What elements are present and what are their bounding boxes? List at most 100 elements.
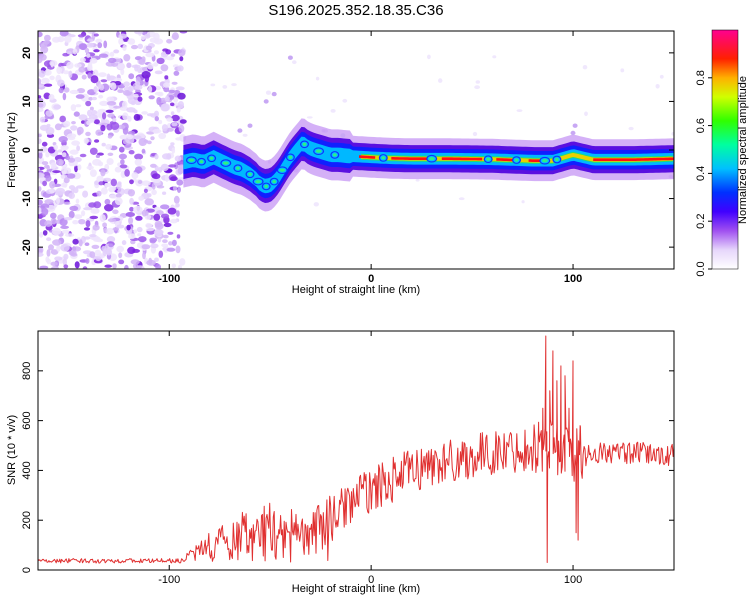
noise-blob [83,207,93,211]
noise-blob [175,203,180,208]
noise-blob [131,172,139,179]
noise-blob [162,234,169,239]
noise-blob [133,93,139,98]
noise-blob [127,246,136,254]
noise-blob [62,258,67,266]
top-x-tick-label: 0 [368,273,374,285]
noise-blob [67,136,76,141]
noise-blob [492,55,497,59]
noise-blob [108,186,116,193]
top-y-axis-label: Frequency (Hz) [6,112,18,188]
noise-blob [162,239,168,244]
noise-blob [68,70,73,79]
noise-blob [148,95,155,100]
colorbar: 0.0 0.2 0.4 0.6 0.8 Normalized spectral ampl… [695,29,749,277]
noise-blob [170,111,175,116]
noise-blob [113,105,121,109]
colorbar-tick-label: 0.0 [695,261,707,276]
noise-blob [129,179,134,185]
noise-blob [105,109,114,114]
noise-blob [156,97,162,105]
noise-blob [137,96,143,102]
noise-blob [78,43,88,50]
noise-blob [96,175,104,183]
noise-blob [38,138,42,144]
noise-blob [438,78,443,83]
noise-blob [91,244,100,249]
noise-blob [71,140,80,146]
noise-blob [167,231,174,235]
noise-blob [118,259,125,265]
noise-blob [582,65,588,70]
noise-blob [110,178,118,187]
noise-blob [157,237,162,243]
noise-blob [144,74,150,83]
noise-blob [61,170,67,175]
noise-blob [110,82,117,90]
noise-blob [86,165,94,170]
noise-blob [176,210,180,217]
noise-blob [85,131,91,137]
ridge-blob [264,184,269,188]
noise-blob [50,212,57,219]
noise-blob [154,91,162,96]
noise-blob [179,56,184,62]
snr-panel: -100 0 100 0 200 400 600 800 Height of straigh… [6,330,675,595]
noise-blob [313,202,319,207]
noise-blob [76,88,86,94]
noise-blob [83,236,91,240]
noise-blob [151,189,157,196]
faint-dot [237,128,243,133]
noise-blob [222,85,228,89]
noise-blob [118,33,128,39]
noise-blob [120,68,125,76]
noise-blob [63,217,73,221]
noise-blob [115,193,122,198]
noise-blob [178,264,182,269]
ridge-blob [279,168,286,172]
noise-blob [63,201,71,205]
ridge-blob [288,155,293,159]
noise-blob [152,129,162,134]
noise-blob [103,40,108,49]
noise-blob [73,111,80,117]
noise-blob [89,57,98,64]
noise-blob [166,39,173,44]
noise-blob [57,79,65,87]
noise-blob [153,50,159,55]
noise-blob [69,250,75,255]
noise-blob [93,86,98,93]
noise-blob [160,103,170,112]
noise-blob [44,199,54,205]
noise-blob [172,186,178,191]
noise-blob [620,68,625,73]
noise-blob [87,64,93,72]
noise-blob [131,44,138,50]
noise-blob [49,188,56,194]
noise-blob [72,220,79,225]
noise-blob [150,163,157,168]
noise-blob [153,177,161,184]
faint-dot [247,123,253,128]
noise-blob [66,61,74,69]
bottom-x-tick-label: -100 [158,574,180,586]
noise-blob [68,210,75,219]
bottom-y-tick-label: 400 [21,461,33,479]
noise-blob [78,219,86,225]
noise-blob [154,116,159,122]
noise-blob [106,96,115,103]
noise-blob [141,111,148,115]
noise-blob [72,246,82,252]
noise-blob [128,150,135,155]
noise-blob [96,190,102,197]
noise-blob [81,74,87,80]
noise-blob [42,180,47,187]
top-x-tick-label: -100 [158,273,180,285]
noise-blob [86,120,91,126]
noise-blob [44,175,52,182]
noise-blob [102,222,107,228]
noise-blob [177,101,184,109]
noise-blob [60,145,69,151]
noise-blob [123,81,130,87]
